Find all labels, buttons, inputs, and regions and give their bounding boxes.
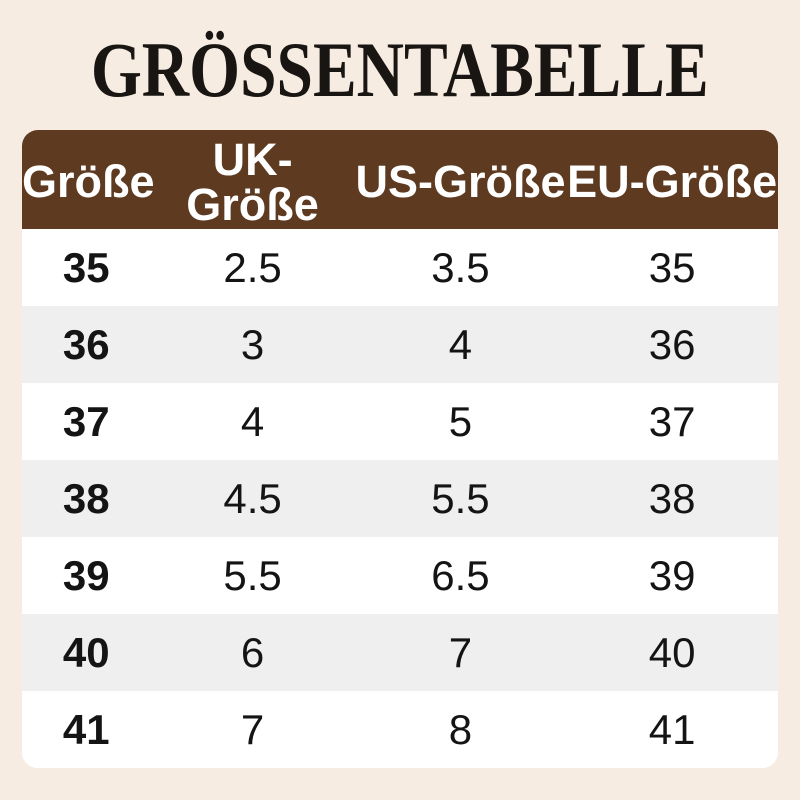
cell-uk-size: 3 (240, 320, 265, 368)
size-table-header-row: Größe UK-Größe US-Größe EU-Größe (22, 130, 778, 229)
cell-size: 36 (62, 320, 110, 368)
cell-uk-size: 6 (240, 628, 265, 676)
size-table: Größe UK-Größe US-Größe EU-Größe 35 2.5 … (22, 130, 778, 768)
table-row: 39 5.5 6.5 39 (22, 537, 778, 614)
cell-us-size: 5.5 (431, 474, 490, 522)
cell-uk-size: 5.5 (223, 551, 282, 599)
page-title: GRÖSSENTABELLE (91, 26, 709, 113)
cell-uk-size: 7 (240, 705, 265, 753)
cell-uk-size: 4 (240, 397, 265, 445)
cell-us-size: 7 (448, 628, 473, 676)
cell-size: 35 (62, 243, 110, 291)
cell-size: 40 (62, 628, 110, 676)
column-header-groesse: Größe (22, 156, 155, 207)
cell-size: 41 (62, 705, 110, 753)
column-header-us-groesse: US-Größe (355, 156, 566, 207)
cell-uk-size: 4.5 (223, 474, 282, 522)
cell-us-size: 4 (448, 320, 473, 368)
cell-size: 37 (62, 397, 110, 445)
cell-uk-size: 2.5 (223, 243, 282, 291)
cell-us-size: 5 (448, 397, 473, 445)
cell-eu-size: 38 (648, 474, 696, 522)
cell-eu-size: 35 (648, 243, 696, 291)
cell-eu-size: 41 (648, 705, 696, 753)
table-row: 36 3 4 36 (22, 306, 778, 383)
column-header-eu-groesse: EU-Größe (567, 156, 778, 207)
table-row: 37 4 5 37 (22, 383, 778, 460)
column-header-uk-groesse: UK-Größe (186, 133, 319, 230)
cell-eu-size: 36 (648, 320, 696, 368)
cell-us-size: 3.5 (431, 243, 490, 291)
table-row: 35 2.5 3.5 35 (22, 229, 778, 306)
cell-size: 38 (62, 474, 110, 522)
table-row: 41 7 8 41 (22, 691, 778, 768)
cell-eu-size: 37 (648, 397, 696, 445)
cell-size: 39 (62, 551, 110, 599)
table-row: 40 6 7 40 (22, 614, 778, 691)
title-bar: GRÖSSENTABELLE (0, 0, 800, 130)
cell-eu-size: 39 (648, 551, 696, 599)
table-row: 38 4.5 5.5 38 (22, 460, 778, 537)
cell-us-size: 8 (448, 705, 473, 753)
cell-us-size: 6.5 (431, 551, 490, 599)
cell-eu-size: 40 (648, 628, 696, 676)
